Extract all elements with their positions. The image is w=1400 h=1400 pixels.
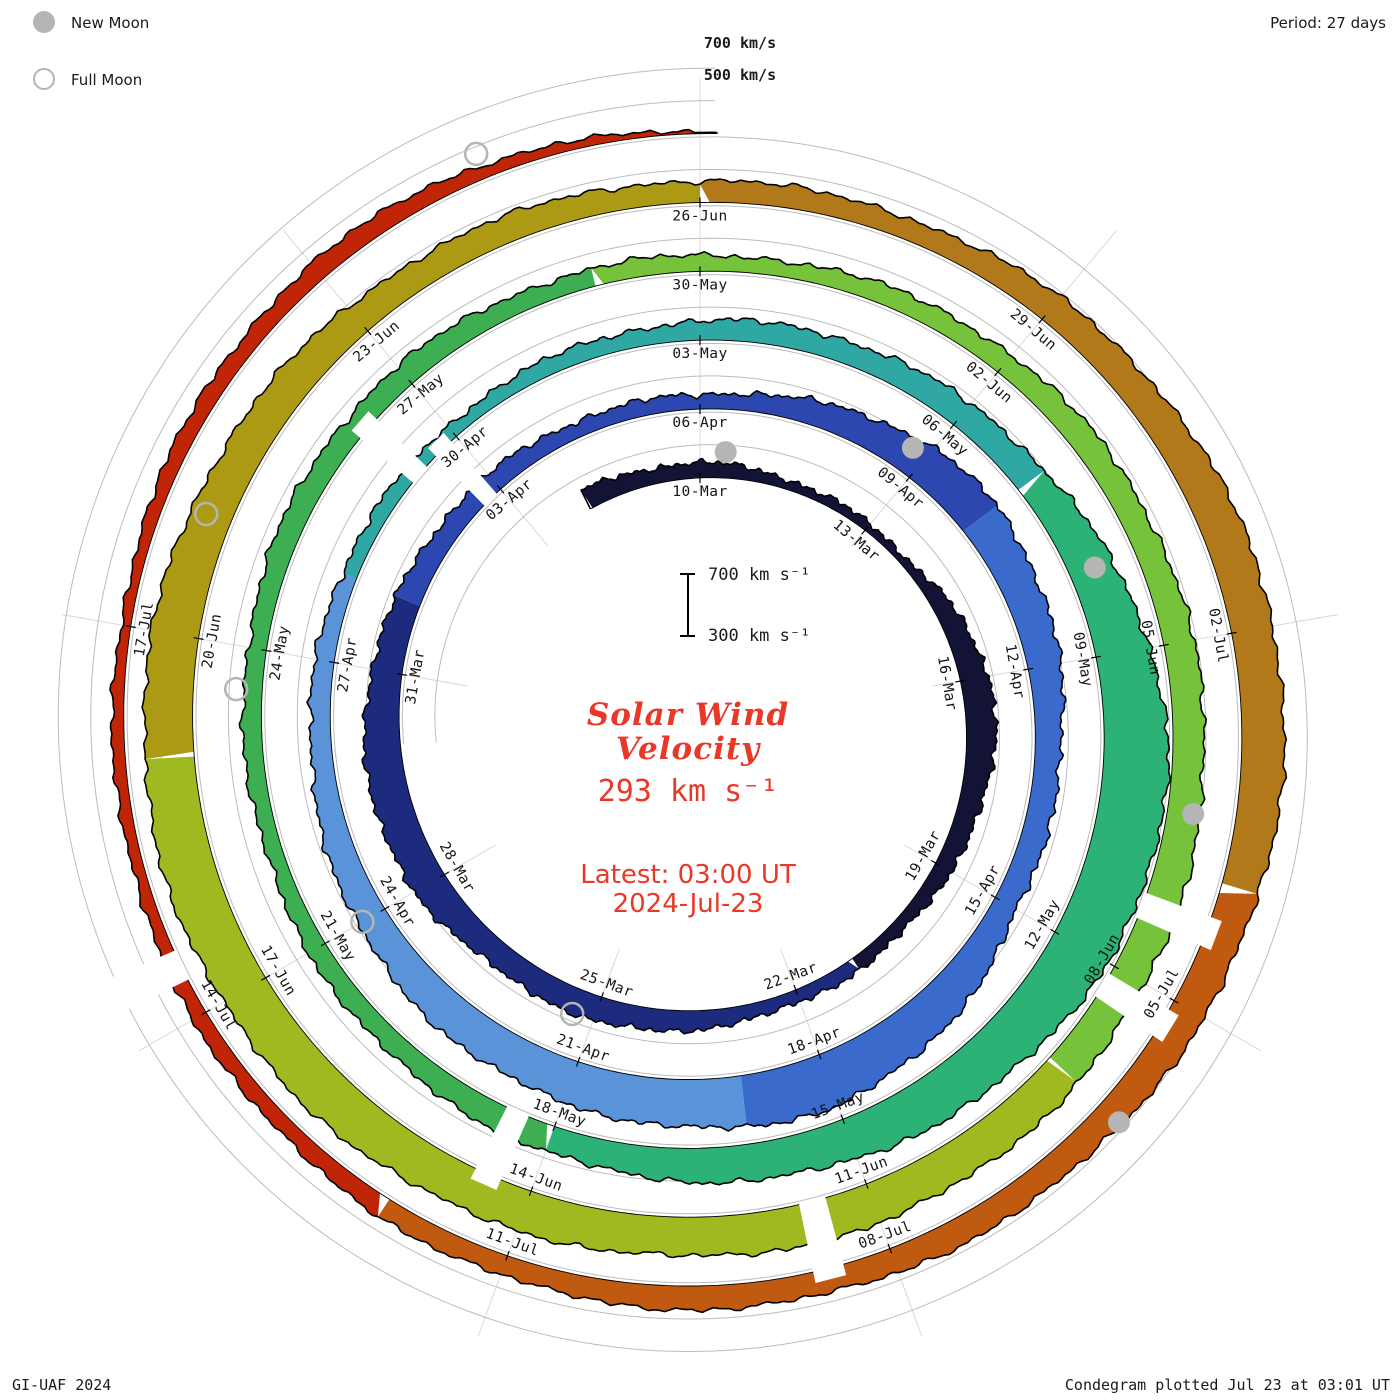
period-label: Period: 27 days (1270, 14, 1386, 32)
legend-full-moon-label: Full Moon (71, 71, 143, 89)
date-label: 24-May (267, 624, 292, 681)
data-gaps (100, 411, 1222, 1283)
chart-title-line1: Solar Wind (586, 697, 790, 733)
full-moon-marker (559, 1001, 585, 1027)
velocity-scale-bar (680, 573, 695, 637)
date-label: 06-Apr (672, 415, 727, 431)
velocity-bands (110, 129, 1287, 1313)
band-outlines (109, 128, 1288, 1314)
date-label: 10-Mar (672, 484, 727, 500)
new-moon-marker (1083, 556, 1106, 579)
current-velocity-value: 293 km s⁻¹ (597, 774, 779, 809)
date-label: 09-May (1070, 631, 1095, 688)
date-label: 30-May (672, 277, 727, 293)
scale-label-300: 300 km s⁻¹ (708, 626, 811, 646)
date-label: 20-Jun (200, 612, 225, 669)
date-label: 26-Jun (672, 209, 727, 225)
date-label: 02-Jul (1205, 607, 1230, 664)
date-label: 12-Apr (1002, 643, 1027, 700)
legend-new-moon-label: New Moon (71, 14, 150, 32)
latest-time-label: Latest: 03:00 UT (580, 860, 796, 890)
moon-markers (193, 141, 1205, 1134)
footer-source: GI-UAF 2024 (12, 1376, 112, 1394)
full-moon-icon (33, 68, 55, 90)
date-label: 03-May (672, 346, 727, 362)
new-moon-marker (1108, 1111, 1130, 1134)
new-moon-marker (1182, 803, 1205, 825)
full-moon-marker (463, 141, 489, 167)
new-moon-marker (714, 441, 737, 464)
gridline-label-500: 500 km/s (703, 66, 777, 84)
full-moon-marker (223, 676, 249, 702)
latest-date-label: 2024-Jul-23 (612, 889, 764, 919)
date-label: 31-Mar (403, 648, 428, 705)
footer-plotted: Condegram plotted Jul 23 at 03:01 UT (1064, 1376, 1390, 1394)
new-moon-marker (901, 436, 924, 459)
full-moon-marker (350, 909, 375, 935)
new-moon-icon (33, 11, 55, 33)
chart-title-line2: Velocity (615, 731, 761, 767)
date-label: 27-Apr (335, 636, 360, 693)
full-moon-marker (193, 501, 219, 527)
scale-label-700: 700 km s⁻¹ (708, 565, 811, 585)
date-ticks (125, 197, 1237, 1261)
gridline-label-700: 700 km/s (703, 34, 777, 52)
